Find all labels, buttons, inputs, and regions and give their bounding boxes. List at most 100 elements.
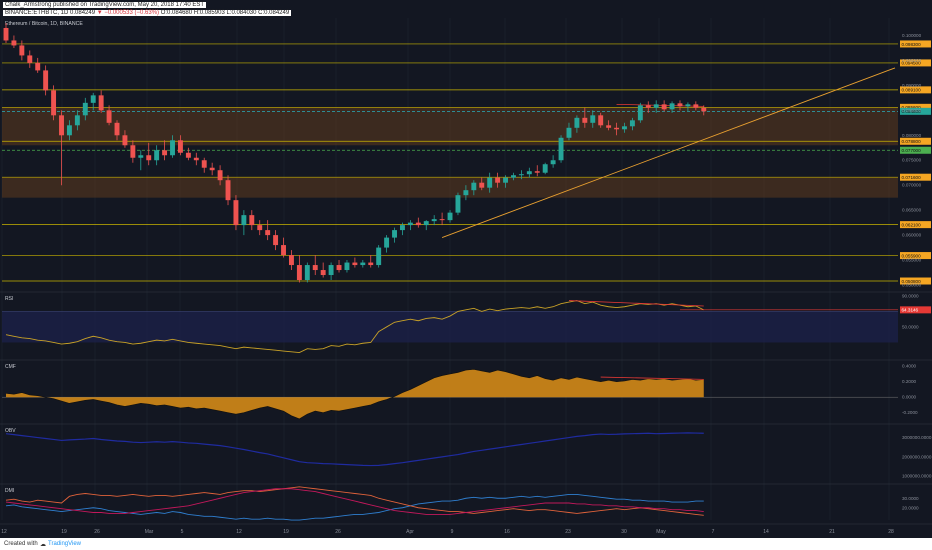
x-tick-label: 16 <box>504 529 510 535</box>
obv-tick-label: 2000000.0000 <box>902 454 932 459</box>
candle-body <box>162 150 168 156</box>
candle-body <box>376 247 382 266</box>
x-tick-label: 12 <box>236 529 242 535</box>
level-tag-label: 0.055900 <box>902 253 922 258</box>
rsi-band <box>2 311 898 343</box>
x-tick-label: 21 <box>829 529 835 535</box>
level-tag-label: 0.098300 <box>902 42 922 47</box>
candle-body <box>273 235 279 246</box>
candle-body <box>503 177 508 183</box>
candle-body <box>455 195 461 213</box>
candle-body <box>66 125 72 136</box>
price-tick-label: 0.060000 <box>902 233 922 238</box>
x-tick-label: 19 <box>283 529 289 535</box>
publisher-line: Chalk_Armstrong published on TradingView… <box>3 2 207 8</box>
uptrend-line <box>441 67 896 239</box>
x-tick-label: 14 <box>763 529 769 535</box>
tradingview-brand[interactable]: TradingView <box>48 541 82 547</box>
candle-body <box>606 125 612 128</box>
candle-body <box>312 265 318 271</box>
x-tick-label: 9 <box>451 529 454 535</box>
candle-body <box>471 182 477 191</box>
price-tick-label: 0.065000 <box>902 208 922 213</box>
candle-body <box>677 103 683 107</box>
x-tick-label: 26 <box>94 529 100 535</box>
candle-body <box>138 155 144 158</box>
x-tick-label: 12 <box>1 529 7 535</box>
candle-body <box>201 160 207 168</box>
candle-body <box>98 95 104 111</box>
candle-body <box>19 45 25 56</box>
candle-body <box>27 55 33 63</box>
level-tag-label: 0.089100 <box>902 88 922 93</box>
candle-body <box>407 222 413 226</box>
candle-body <box>495 177 501 183</box>
cmf-divergence-line <box>600 376 704 380</box>
candle-body <box>463 190 469 196</box>
candle-body <box>526 171 532 175</box>
cmf-tick-label: 0.4000 <box>902 364 916 369</box>
level-tag <box>900 103 931 111</box>
candle-body <box>693 104 699 108</box>
candle-body <box>360 262 366 266</box>
candle-body <box>209 167 215 171</box>
x-tick-label: 28 <box>888 529 894 535</box>
candle-body <box>336 265 342 271</box>
created-with-text: Created with <box>4 541 38 547</box>
rsi-last-tag <box>900 306 931 314</box>
obv-line <box>5 432 704 467</box>
resistance-zone <box>2 107 898 146</box>
candle-body <box>3 27 9 41</box>
candle-body <box>392 230 397 238</box>
last-price: 0.084249 <box>70 10 96 16</box>
candle-body <box>598 115 604 126</box>
candle-body <box>304 265 310 281</box>
candle-body <box>265 230 271 236</box>
price-tick-label: 0.075000 <box>902 158 922 163</box>
candle-body <box>11 40 17 46</box>
level-tag <box>900 40 931 48</box>
price-tick-label: 0.100000 <box>902 33 922 38</box>
x-tick-label: 23 <box>565 529 571 535</box>
adx-line <box>5 488 704 515</box>
candle-body <box>122 135 128 146</box>
candle-body <box>415 222 421 226</box>
candle-body <box>637 105 643 121</box>
candle-body <box>566 127 572 138</box>
rsi-last-label: 64.3146 <box>902 308 919 313</box>
candle-body <box>249 215 255 226</box>
candle-body <box>288 255 294 266</box>
candle-body <box>669 103 675 110</box>
level-tag-label: 0.062100 <box>902 222 922 227</box>
candle-body <box>542 164 548 173</box>
x-tick-label: 7 <box>712 529 715 535</box>
rsi-tick-label: 90.0000 <box>902 293 919 298</box>
candle-body <box>447 212 453 221</box>
price-pane-bg <box>0 18 932 290</box>
candle-body <box>423 221 429 226</box>
candle-body <box>574 117 580 128</box>
close-value: C:0.084249 <box>258 10 290 16</box>
candle-body <box>629 120 635 127</box>
level-tag-label: 0.050800 <box>902 279 922 284</box>
candle-body <box>59 115 64 136</box>
main-title: Ethereum / Bitcoin, 1D, BINANCE <box>5 21 83 27</box>
candle-body <box>130 145 136 158</box>
candle-body <box>511 175 516 178</box>
x-tick-label: 26 <box>335 529 341 535</box>
rsi-line <box>5 300 704 354</box>
dmi-tick-label: 30.0000 <box>902 496 919 501</box>
candle-body <box>645 105 651 108</box>
tradingview-logo-icon[interactable]: ☁ <box>40 542 46 548</box>
price-tick-label: 0.085000 <box>902 108 922 113</box>
open-value: O:0.084680 <box>160 10 193 16</box>
candle-body <box>622 126 627 130</box>
level-tag <box>900 252 931 260</box>
cmf-line <box>5 368 704 420</box>
chart-canvas[interactable]: 0.098300 0.094500 0.089100 0.0856000.084800… <box>0 0 932 538</box>
level-tag-label: 0.071600 <box>902 175 922 180</box>
candle-body <box>170 140 175 156</box>
candle-body <box>431 219 437 222</box>
candle-body <box>35 62 41 71</box>
candle-body <box>328 265 334 276</box>
